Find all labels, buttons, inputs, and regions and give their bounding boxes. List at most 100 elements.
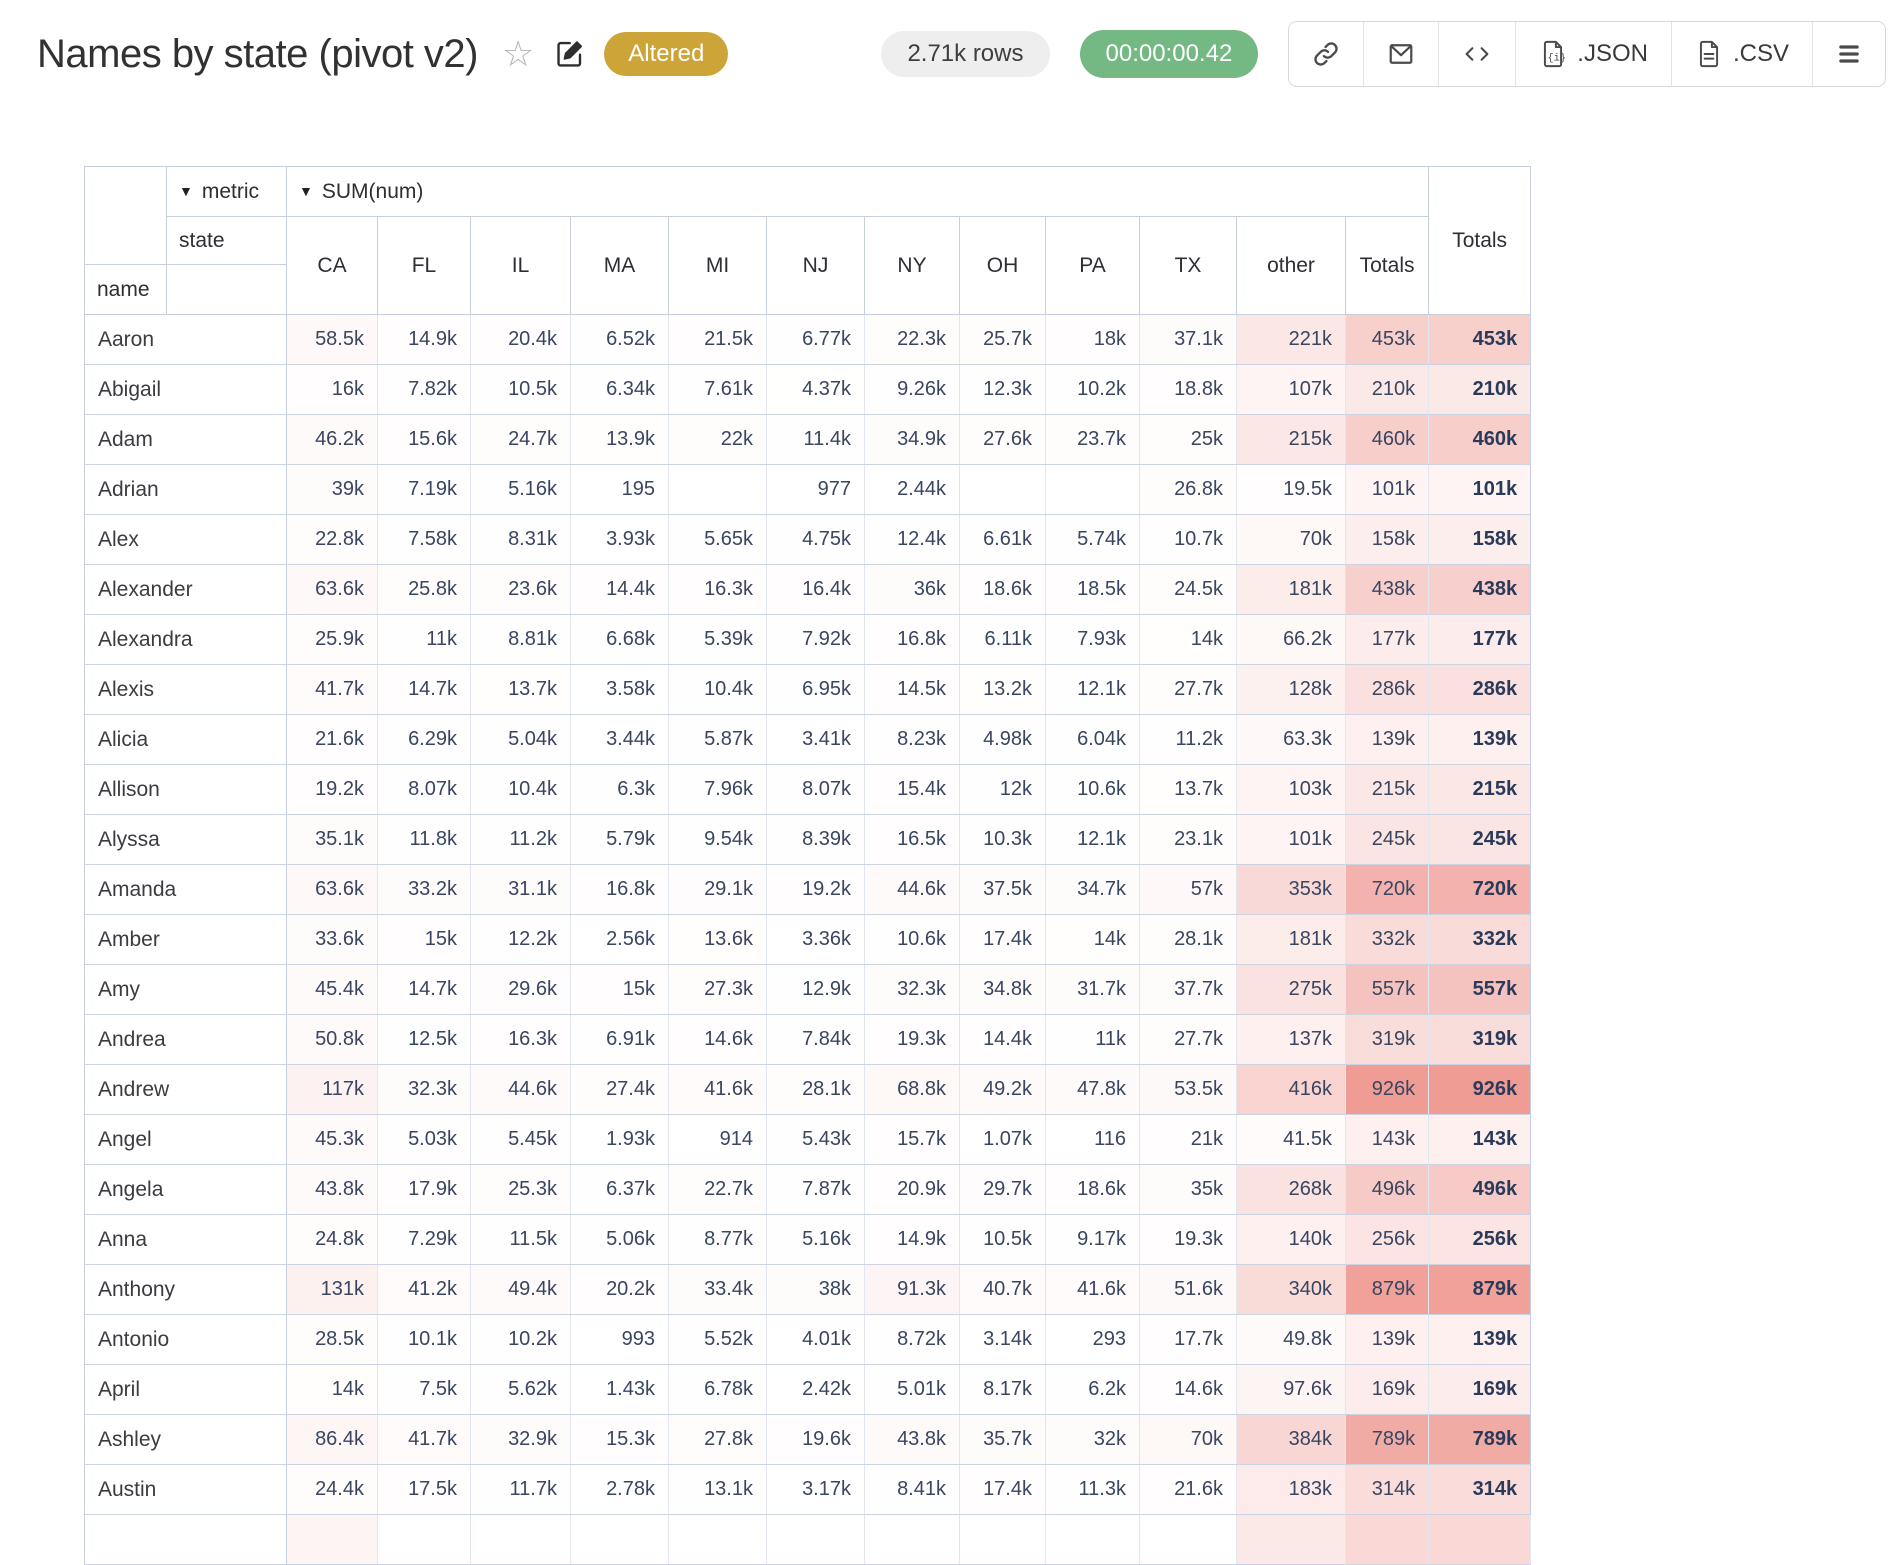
value-cell: 31.1k (470, 864, 571, 915)
value-cell: 8.17k (959, 1364, 1046, 1415)
value-cell: 39k (286, 464, 378, 515)
row-subtotal-cell: 314k (1344, 1464, 1430, 1515)
value-cell: 33.2k (377, 864, 471, 915)
value-cell (570, 1514, 669, 1565)
value-cell: 5.06k (570, 1214, 669, 1265)
header-row-metric: ▼ metric ▼ SUM(num) Totals (84, 166, 1532, 315)
value-cell: 70k (1236, 514, 1346, 565)
value-cell: 384k (1236, 1414, 1346, 1465)
row-grand-total-cell: 169k (1428, 1364, 1532, 1415)
value-cell: 4.37k (766, 364, 865, 415)
table-row-partial (84, 1514, 1532, 1565)
header-row-state: state CA FL IL MA MI NJ NY OH PA TX other Totals (85, 216, 1531, 315)
row-grand-total-cell: 101k (1428, 464, 1532, 515)
value-cell: 32.3k (377, 1064, 471, 1115)
chevron-down-icon: ▼ (179, 182, 193, 199)
value-cell: 293 (1045, 1314, 1140, 1365)
value-cell (1045, 1514, 1140, 1565)
value-cell: 5.79k (570, 814, 669, 865)
value-cell: 29.1k (668, 864, 767, 915)
value-cell: 16.8k (570, 864, 669, 915)
value-cell: 12.1k (1045, 814, 1140, 865)
value-cell: 45.3k (286, 1114, 378, 1165)
value-cell: 19.2k (286, 764, 378, 815)
download-json-button[interactable]: {i} .JSON (1515, 22, 1671, 86)
value-cell: 10.4k (470, 764, 571, 815)
value-cell: 101k (1236, 814, 1346, 865)
value-cell: 1.43k (570, 1364, 669, 1415)
row-subtotal-cell: 139k (1344, 1314, 1430, 1365)
download-csv-button[interactable]: .CSV (1670, 22, 1812, 86)
menu-button[interactable] (1812, 22, 1885, 86)
value-cell: 25.3k (470, 1164, 571, 1215)
value-cell: 10.7k (1139, 514, 1237, 565)
value-cell: 10.6k (1045, 764, 1140, 815)
copy-link-button[interactable] (1289, 22, 1364, 86)
value-cell: 18.6k (959, 564, 1046, 615)
value-cell: 5.74k (1045, 514, 1140, 565)
value-cell: 8.39k (766, 814, 865, 865)
value-cell: 33.6k (286, 914, 378, 965)
value-cell: 12.1k (1045, 664, 1140, 715)
email-button[interactable] (1363, 22, 1439, 86)
favorite-star-icon[interactable]: ☆ (502, 33, 535, 74)
value-cell: 22.7k (668, 1164, 767, 1215)
metric-value-label: SUM(num) (321, 179, 424, 203)
table-row: Amber 33.6k 15k 12.2k 2.56k 13.6k 3.36k 10.6k 17… (84, 914, 1532, 965)
value-cell: 97.6k (1236, 1364, 1346, 1415)
altered-badge[interactable]: Altered (604, 32, 729, 76)
metric-value-dropdown[interactable]: ▼ SUM(num) (285, 166, 1430, 217)
row-grand-total-cell: 177k (1428, 614, 1532, 665)
value-cell: 6.11k (959, 614, 1046, 665)
value-cell: 11.2k (1139, 714, 1237, 765)
value-cell: 10.5k (470, 364, 571, 415)
row-label: Andrew (84, 1064, 287, 1115)
row-label: Angela (84, 1164, 287, 1215)
edit-title-icon[interactable] (554, 38, 586, 70)
value-cell: 29.7k (959, 1164, 1046, 1215)
value-cell: 14k (1139, 614, 1237, 665)
value-cell: 19.3k (864, 1014, 960, 1065)
value-cell: 5.39k (668, 614, 767, 665)
row-grand-total-cell: 245k (1428, 814, 1532, 865)
value-cell: 11k (1045, 1014, 1140, 1065)
metric-dropdown[interactable]: ▼ metric (166, 166, 287, 217)
value-cell: 12.2k (470, 914, 571, 965)
value-cell: 20.4k (470, 314, 571, 365)
value-cell: 8.72k (864, 1314, 960, 1365)
value-cell: 41.7k (377, 1414, 471, 1465)
value-cell: 137k (1236, 1014, 1346, 1065)
value-cell: 34.9k (864, 414, 960, 465)
value-cell: 17.4k (959, 914, 1046, 965)
value-cell: 27.4k (570, 1064, 669, 1115)
query-timer-badge: 00:00:00.42 (1079, 30, 1259, 78)
column-header-il: IL (470, 216, 571, 315)
row-subtotal-cell: 101k (1344, 464, 1430, 515)
value-cell: 41.2k (377, 1264, 471, 1315)
value-cell: 353k (1236, 864, 1346, 915)
value-cell: 21.6k (1139, 1464, 1237, 1515)
value-cell: 16.3k (668, 564, 767, 615)
value-cell: 20.9k (864, 1164, 960, 1215)
row-subtotal-cell: 210k (1344, 364, 1430, 415)
value-cell: 8.07k (377, 764, 471, 815)
value-cell: 17.9k (377, 1164, 471, 1215)
value-cell: 18k (1045, 314, 1140, 365)
row-subtotal-cell: 720k (1344, 864, 1430, 915)
value-cell: 1.07k (959, 1114, 1046, 1165)
row-label: Adam (84, 414, 287, 465)
row-label: Allison (84, 764, 287, 815)
table-row: Angela 43.8k 17.9k 25.3k 6.37k 22.7k 7.87k 20.9… (84, 1164, 1532, 1215)
row-subtotal-cell: 926k (1344, 1064, 1430, 1115)
value-cell: 2.56k (570, 914, 669, 965)
value-cell: 11.4k (766, 414, 865, 465)
value-cell: 14k (1045, 914, 1140, 965)
value-cell: 27.3k (668, 964, 767, 1015)
embed-code-button[interactable] (1438, 22, 1516, 86)
value-cell: 6.52k (570, 314, 669, 365)
value-cell: 22.8k (286, 514, 378, 565)
table-row: Adam 46.2k 15.6k 24.7k 13.9k 22k 11.4k 34.9k 27.… (84, 414, 1532, 465)
value-cell: 7.96k (668, 764, 767, 815)
value-cell (959, 464, 1046, 515)
row-grand-total-cell: 210k (1428, 364, 1532, 415)
